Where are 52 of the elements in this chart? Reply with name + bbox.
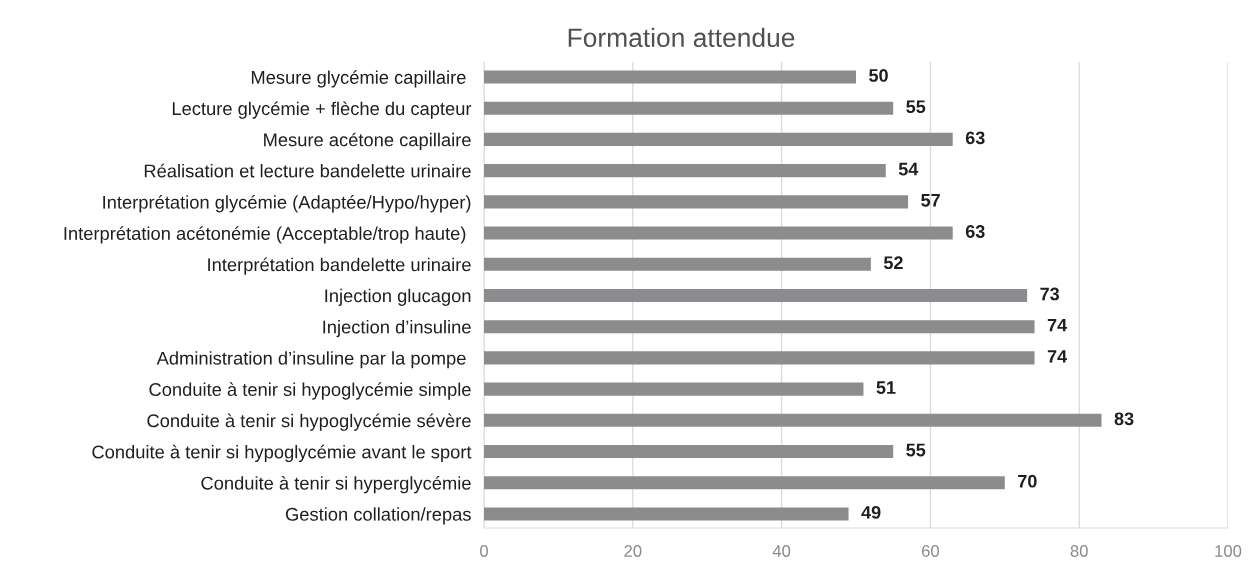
bar: [484, 226, 953, 240]
bar: [484, 413, 1102, 427]
y-tick-label: Réalisation et lecture bandelette urinaire: [144, 163, 471, 178]
bar: [484, 382, 864, 396]
y-tick-label: Conduite à tenir si hypoglycémie simple: [149, 382, 471, 400]
data-label: 74: [1047, 350, 1068, 363]
y-tick-label: Mesure glycémie capillaire: [251, 70, 466, 88]
bar: [484, 351, 1035, 365]
data-label: 70: [1018, 474, 1037, 488]
data-label: 63: [965, 225, 985, 238]
bar: [484, 476, 1005, 490]
y-tick-label: Mesure acétone capillaire: [264, 132, 471, 150]
x-tick-label: 20: [624, 545, 642, 557]
y-tick-label: Interprétation glycémie (Adaptée/Hypo/hyper): [103, 195, 471, 213]
data-label: 54: [898, 162, 919, 176]
y-tick-label: Conduite à tenir si hypoglycémie sévère: [147, 413, 471, 431]
y-tick-label: Injection glucagon: [325, 288, 471, 306]
x-tick-label: 100: [1215, 545, 1242, 557]
y-tick-label: Injection d’insuline: [323, 320, 471, 338]
y-tick-label: Conduite à tenir si hyperglycémie: [201, 475, 471, 494]
y-tick-label: Lecture glycémie + flèche du capteur: [172, 101, 472, 119]
data-label: 57: [921, 194, 940, 207]
data-label: 49: [861, 506, 881, 519]
x-tick-label: 80: [1070, 545, 1088, 557]
bar: [484, 320, 1035, 334]
data-label: 52: [883, 256, 903, 270]
x-tick-label: 40: [772, 545, 791, 557]
y-tick-label: Gestion collation/repas: [285, 507, 471, 525]
data-label: 51: [876, 381, 896, 394]
bar: [484, 195, 909, 209]
bar: [484, 507, 849, 521]
bar: [484, 444, 894, 459]
data-label: 74: [1047, 318, 1068, 332]
x-tick-label: 0: [480, 545, 488, 557]
bar: [484, 132, 953, 146]
y-tick-label: Interprétation acétonémie (Acceptable/trop haute): [64, 226, 466, 244]
bar: [484, 70, 856, 84]
data-label: 50: [869, 69, 888, 82]
data-label: 55: [906, 100, 926, 114]
y-tick-label: Conduite à tenir si hypoglycémie avant le sport: [92, 444, 472, 463]
data-label: 73: [1040, 287, 1060, 301]
chart-title: Formation attendue: [568, 27, 795, 48]
y-tick-label: Interprétation bandelette urinaire: [208, 257, 471, 275]
bar: [484, 288, 1028, 303]
data-label: 83: [1114, 412, 1134, 426]
bar: [484, 101, 894, 115]
data-label: 55: [906, 443, 926, 457]
y-tick-label: Administration d’insuline par la pompe: [156, 351, 466, 369]
bar: [484, 164, 886, 178]
x-tick-label: 60: [921, 545, 940, 557]
bar: [484, 257, 871, 271]
data-label: 63: [965, 131, 985, 145]
